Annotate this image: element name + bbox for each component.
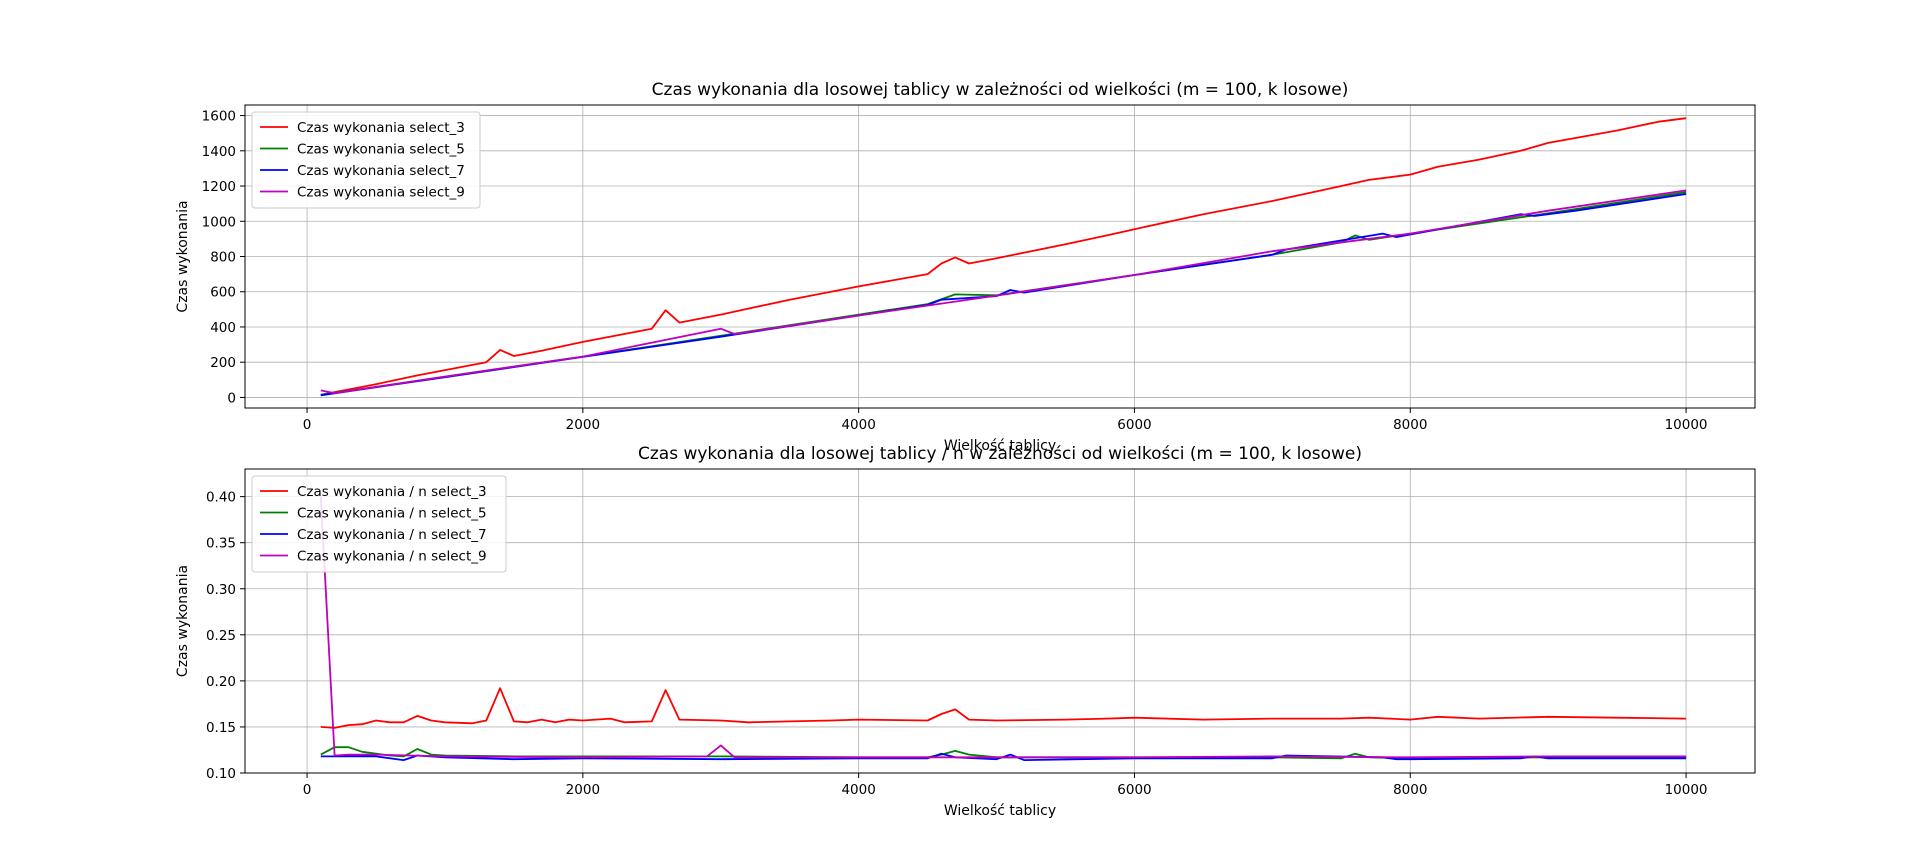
x-tick-label: 8000 [1393,417,1427,433]
chart-title: Czas wykonania dla losowej tablicy / n w… [638,444,1362,464]
y-tick-label: 1000 [202,214,236,230]
series-group [320,117,1687,397]
series-line [319,496,1687,759]
legend-label: Czas wykonania select_5 [297,142,465,158]
y-tick-label: 600 [210,285,236,301]
y-axis-label: Czas wykonania [175,565,191,677]
y-tick-label: 0.25 [206,628,236,644]
legend: Czas wykonania select_3 Czas wykonania se… [251,111,481,209]
chart-title: Czas wykonania dla losowej tablicy w zal… [652,80,1349,100]
legend: Czas wykonania / n select_3 Czas wykonani… [251,475,507,573]
y-tick-label: 0.15 [206,720,236,736]
legend-box [251,475,507,573]
x-axis-label: Wielkość tablicy [944,803,1056,819]
x-tick-label: 10000 [1665,782,1708,798]
y-tick-label: 0 [227,390,236,406]
legend-label: Czas wykonania / n select_9 [297,549,487,565]
x-tick-label: 0 [303,782,312,798]
legend-label: Czas wykonania select_9 [297,185,465,201]
y-tick-label: 0.10 [206,766,236,782]
y-tick-label: 0.40 [206,490,236,506]
series-group [319,496,1687,761]
x-axis-label: Wielkość tablicy [944,438,1056,454]
y-tick-label: 0.30 [206,582,236,598]
legend-label: Czas wykonania / n select_3 [297,484,487,500]
x-tick-label: 10000 [1665,417,1708,433]
chart-2: 0 2000 4000 6000 8000 10000 0.10 0.15 0.20 0.25 0.… [175,444,1756,819]
x-tick-label: 6000 [1117,782,1151,798]
y-tick-label: 200 [210,355,236,371]
x-tick-label: 4000 [841,417,875,433]
y-tick-label: 0.20 [206,674,236,690]
x-tick-label: 0 [303,417,312,433]
x-tick-label: 2000 [566,782,600,798]
x-tick-label: 6000 [1117,417,1151,433]
x-tick-label: 8000 [1393,782,1427,798]
legend-label: Czas wykonania / n select_5 [297,506,487,522]
chart-1: 0 2000 4000 6000 8000 10000 0 200 400 600 800 1000 1… [175,80,1756,454]
y-tick-label: 1200 [202,179,236,195]
legend-label: Czas wykonania select_7 [297,163,465,179]
y-tick-label: 400 [210,320,236,336]
series-line [320,117,1687,396]
legend-box [251,111,481,209]
series-line [320,687,1687,729]
plot-frame [244,468,1756,774]
x-tick-label: 2000 [566,417,600,433]
x-tick-label: 4000 [841,782,875,798]
series-line [320,189,1687,395]
y-tick-label: 800 [210,250,236,266]
y-tick-label: 1600 [202,109,236,125]
legend-label: Czas wykonania / n select_7 [297,527,487,543]
y-tick-label: 0.35 [206,536,236,552]
y-axis-label: Czas wykonania [175,200,191,312]
y-tick-label: 1400 [202,144,236,160]
legend-label: Czas wykonania select_3 [297,120,465,136]
